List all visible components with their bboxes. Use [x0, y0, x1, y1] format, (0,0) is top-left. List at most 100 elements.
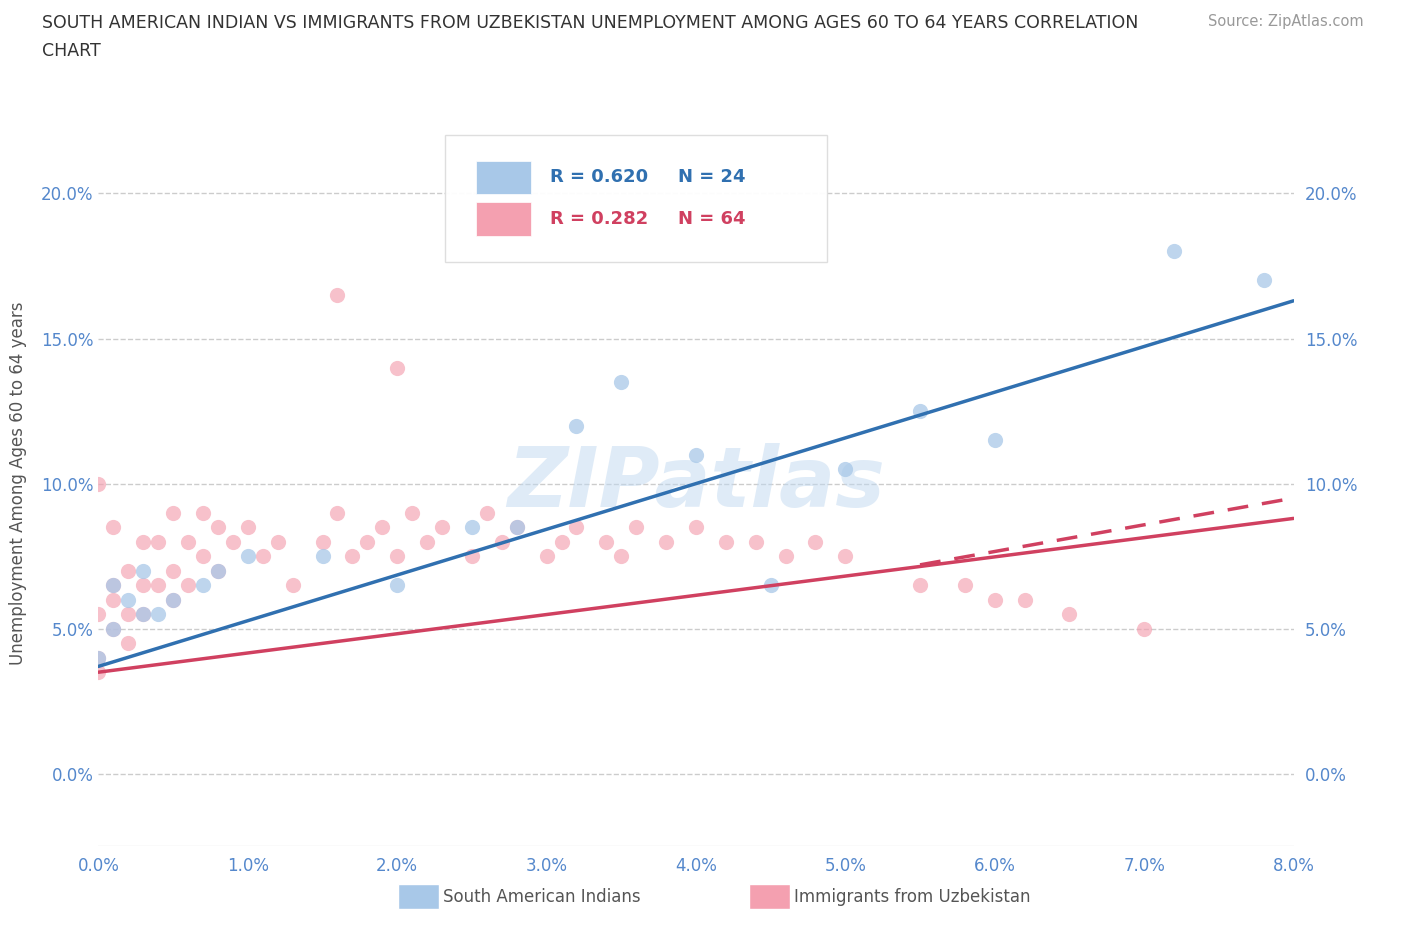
Point — [1059, 606, 1081, 621]
Point — [908, 404, 931, 418]
Point — [1133, 621, 1156, 636]
Point — [953, 578, 976, 592]
Point — [908, 578, 931, 592]
Text: R = 0.620: R = 0.620 — [550, 168, 648, 187]
Point — [461, 520, 484, 535]
Point — [475, 505, 498, 520]
Point — [132, 606, 155, 621]
Point — [745, 534, 768, 549]
Point — [117, 606, 139, 621]
Point — [191, 549, 214, 564]
Text: Source: ZipAtlas.com: Source: ZipAtlas.com — [1208, 14, 1364, 29]
Point — [804, 534, 827, 549]
Point — [983, 432, 1005, 447]
Point — [207, 564, 229, 578]
FancyBboxPatch shape — [444, 136, 827, 262]
Point — [87, 650, 110, 665]
Text: SOUTH AMERICAN INDIAN VS IMMIGRANTS FROM UZBEKISTAN UNEMPLOYMENT AMONG AGES 60 T: SOUTH AMERICAN INDIAN VS IMMIGRANTS FROM… — [42, 14, 1139, 32]
Point — [356, 534, 378, 549]
Point — [759, 578, 782, 592]
Point — [132, 578, 155, 592]
Point — [491, 534, 513, 549]
Point — [655, 534, 678, 549]
Point — [311, 534, 333, 549]
Text: N = 64: N = 64 — [678, 210, 745, 228]
Text: N = 24: N = 24 — [678, 168, 745, 187]
Point — [565, 418, 588, 433]
Point — [385, 549, 409, 564]
Point — [416, 534, 439, 549]
Point — [87, 665, 110, 680]
Point — [191, 578, 214, 592]
Point — [207, 564, 229, 578]
Point — [430, 520, 453, 535]
Point — [610, 549, 633, 564]
Point — [148, 578, 170, 592]
Point — [775, 549, 797, 564]
Point — [506, 520, 529, 535]
Text: ZIPatlas: ZIPatlas — [508, 443, 884, 525]
Point — [252, 549, 274, 564]
Point — [385, 578, 409, 592]
Point — [385, 360, 409, 375]
Point — [311, 549, 333, 564]
Point — [610, 375, 633, 390]
Point — [834, 461, 856, 476]
Point — [117, 636, 139, 651]
Point — [236, 549, 259, 564]
Point — [87, 476, 110, 491]
Point — [103, 592, 125, 607]
Point — [148, 534, 170, 549]
Point — [371, 520, 394, 535]
Point — [87, 650, 110, 665]
Point — [236, 520, 259, 535]
Point — [117, 592, 139, 607]
Point — [103, 578, 125, 592]
Point — [87, 606, 110, 621]
Point — [834, 549, 856, 564]
Point — [1253, 273, 1275, 288]
Point — [506, 520, 529, 535]
Point — [624, 520, 647, 535]
Point — [326, 505, 349, 520]
FancyBboxPatch shape — [477, 202, 531, 235]
Text: CHART: CHART — [42, 42, 101, 60]
Point — [461, 549, 484, 564]
Point — [222, 534, 245, 549]
Point — [103, 578, 125, 592]
Point — [132, 606, 155, 621]
Point — [267, 534, 290, 549]
Point — [983, 592, 1005, 607]
Point — [401, 505, 423, 520]
Point — [1014, 592, 1036, 607]
Point — [685, 520, 707, 535]
Text: South American Indians: South American Indians — [443, 887, 641, 906]
Point — [714, 534, 737, 549]
Point — [550, 534, 572, 549]
Point — [207, 520, 229, 535]
Point — [103, 621, 125, 636]
Point — [342, 549, 364, 564]
Point — [565, 520, 588, 535]
Point — [132, 534, 155, 549]
Point — [281, 578, 304, 592]
Point — [191, 505, 214, 520]
Point — [536, 549, 558, 564]
Point — [162, 564, 184, 578]
Point — [595, 534, 617, 549]
Point — [132, 564, 155, 578]
Point — [103, 520, 125, 535]
Point — [177, 578, 200, 592]
Point — [103, 621, 125, 636]
Point — [326, 287, 349, 302]
FancyBboxPatch shape — [477, 161, 531, 194]
Point — [177, 534, 200, 549]
Point — [162, 505, 184, 520]
Point — [117, 564, 139, 578]
Point — [162, 592, 184, 607]
Text: R = 0.282: R = 0.282 — [550, 210, 648, 228]
Text: Immigrants from Uzbekistan: Immigrants from Uzbekistan — [794, 887, 1031, 906]
Point — [162, 592, 184, 607]
Point — [148, 606, 170, 621]
Point — [685, 447, 707, 462]
